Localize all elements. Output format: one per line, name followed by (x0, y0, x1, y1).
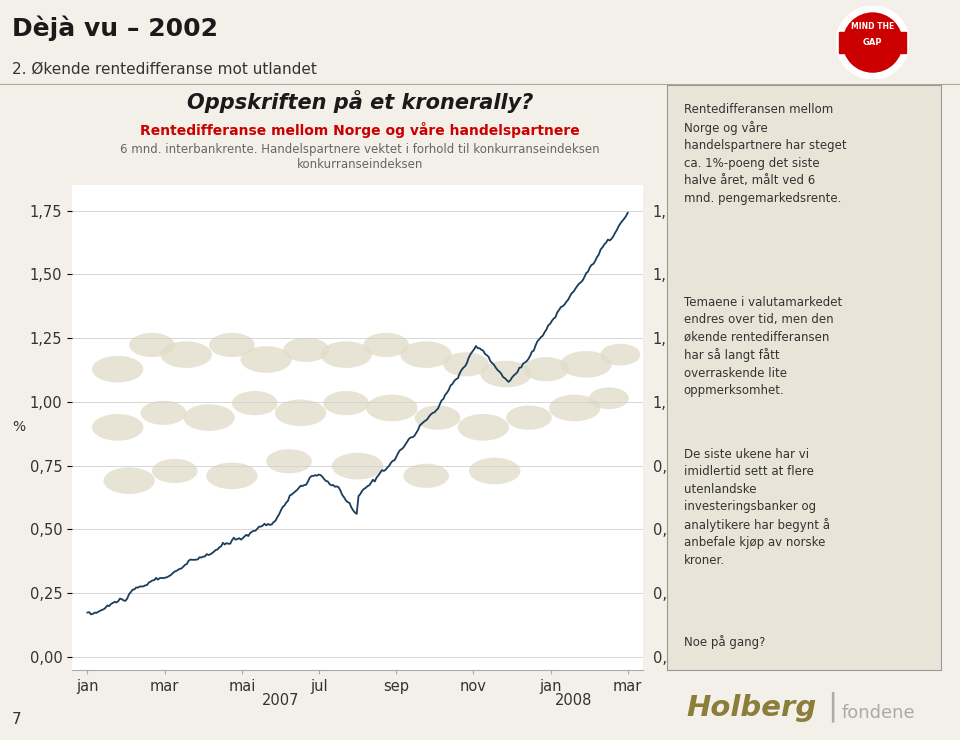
Ellipse shape (332, 453, 383, 480)
Ellipse shape (366, 394, 418, 421)
Text: 2007: 2007 (262, 693, 300, 708)
Ellipse shape (403, 464, 449, 488)
Text: Rentedifferanse mellom Norge og våre handelspartnere: Rentedifferanse mellom Norge og våre han… (140, 121, 580, 138)
Text: 7: 7 (12, 712, 21, 727)
Ellipse shape (549, 394, 600, 421)
Text: MIND THE: MIND THE (851, 22, 895, 31)
Ellipse shape (363, 333, 409, 357)
Text: Holberg: Holberg (686, 693, 817, 721)
Ellipse shape (506, 406, 552, 430)
Ellipse shape (129, 333, 175, 357)
Ellipse shape (232, 391, 277, 415)
Ellipse shape (92, 414, 143, 441)
Bar (839, 33, 906, 53)
Circle shape (839, 9, 906, 76)
Text: Temaene i valutamarkedet
endres over tid, men den
økende rentedifferansen
har så: Temaene i valutamarkedet endres over tid… (684, 295, 842, 397)
Ellipse shape (600, 344, 640, 366)
Ellipse shape (183, 404, 235, 431)
Ellipse shape (275, 400, 326, 426)
Ellipse shape (266, 449, 312, 474)
Ellipse shape (104, 468, 155, 494)
Ellipse shape (561, 351, 612, 377)
Ellipse shape (160, 341, 212, 368)
Text: fondene: fondene (842, 704, 916, 722)
Y-axis label: %: % (12, 420, 25, 434)
Text: Dèjà vu – 2002: Dèjà vu – 2002 (12, 16, 218, 41)
Text: GAP: GAP (863, 38, 882, 47)
Text: De siste ukene har vi
imidlertid sett at flere
utenlandske
investeringsbanker og: De siste ukene har vi imidlertid sett at… (684, 448, 829, 567)
Ellipse shape (469, 457, 520, 484)
Ellipse shape (241, 346, 292, 373)
Ellipse shape (523, 357, 569, 381)
Ellipse shape (321, 341, 372, 368)
Text: 6 mnd. interbankrente. Handelspartnere vektet i forhold til konkurranseindeksen: 6 mnd. interbankrente. Handelspartnere v… (120, 143, 600, 156)
Ellipse shape (400, 341, 452, 368)
Ellipse shape (480, 360, 532, 387)
Y-axis label: %: % (693, 420, 707, 434)
Text: Rentedifferansen mellom
Norge og våre
handelspartnere har steget
ca. 1%-poeng de: Rentedifferansen mellom Norge og våre ha… (684, 103, 847, 204)
Ellipse shape (458, 414, 509, 441)
Text: 2. Økende rentedifferanse mot utlandet: 2. Økende rentedifferanse mot utlandet (12, 61, 317, 76)
Ellipse shape (152, 459, 198, 483)
Text: Noe på gang?: Noe på gang? (684, 635, 765, 648)
Ellipse shape (283, 337, 329, 362)
Ellipse shape (206, 462, 257, 489)
Text: |: | (828, 691, 838, 722)
Text: Oppskriften på et kronerally?: Oppskriften på et kronerally? (187, 90, 533, 112)
Ellipse shape (140, 400, 186, 425)
Ellipse shape (209, 333, 254, 357)
Ellipse shape (324, 391, 369, 415)
Ellipse shape (92, 356, 143, 383)
Ellipse shape (415, 406, 461, 430)
Ellipse shape (588, 387, 629, 409)
Text: konkurranseindeksen: konkurranseindeksen (297, 158, 423, 171)
Text: 2008: 2008 (555, 693, 592, 708)
Ellipse shape (444, 352, 489, 377)
